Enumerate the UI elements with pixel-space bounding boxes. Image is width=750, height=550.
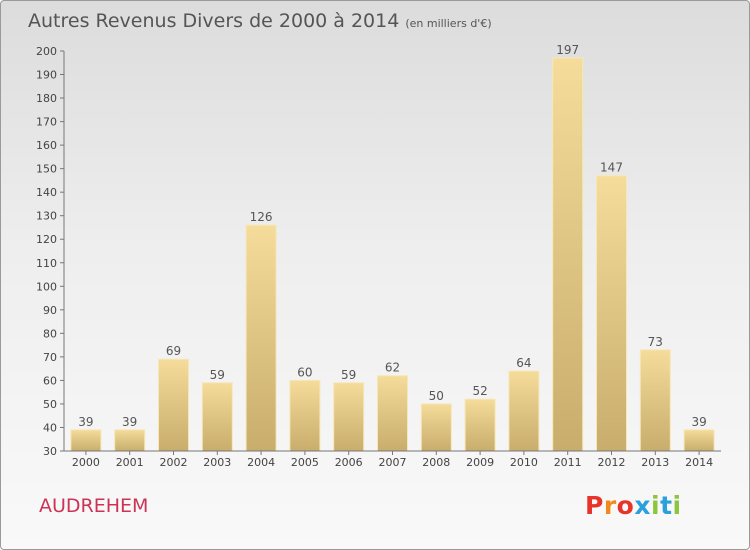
x-tick-2006: 2006 <box>335 456 363 469</box>
chart-title-block: Autres Revenus Divers de 2000 à 2014 (en … <box>28 10 492 32</box>
data-label-2010: 64 <box>516 356 531 370</box>
proxiti-logo: Proxiti <box>585 491 682 520</box>
logo-letter: x <box>634 491 651 520</box>
data-label-2006: 59 <box>341 368 356 382</box>
data-label-2009: 52 <box>472 384 487 398</box>
bar-2007 <box>377 375 408 452</box>
y-tick-90: 90 <box>43 304 57 317</box>
logo-letter: t <box>660 491 673 520</box>
bar-2005 <box>289 379 321 452</box>
data-label-2002: 69 <box>166 344 181 358</box>
bar-2014 <box>683 429 715 452</box>
y-tick-120: 120 <box>36 233 57 246</box>
x-tick-2010: 2010 <box>510 456 538 469</box>
data-label-2007: 62 <box>385 361 400 375</box>
x-tick-2004: 2004 <box>247 456 275 469</box>
data-label-2001: 39 <box>122 415 137 429</box>
logo-letter: r <box>603 491 617 520</box>
data-label-2011: 197 <box>556 43 579 57</box>
y-tick-140: 140 <box>36 186 57 199</box>
data-label-2008: 50 <box>429 389 444 403</box>
bar-2006 <box>333 382 365 452</box>
y-tick-40: 40 <box>43 421 57 434</box>
bar-2002 <box>158 358 189 452</box>
data-label-2013: 73 <box>648 335 663 349</box>
bar-2001 <box>114 429 146 452</box>
data-label-2003: 59 <box>210 368 225 382</box>
x-tick-2005: 2005 <box>291 456 319 469</box>
bar-2003 <box>201 382 233 452</box>
x-tick-2003: 2003 <box>203 456 231 469</box>
x-tick-2011: 2011 <box>554 456 582 469</box>
bar-2013 <box>639 349 671 452</box>
y-tick-160: 160 <box>36 139 57 152</box>
y-tick-170: 170 <box>36 116 57 129</box>
data-label-2014: 39 <box>691 415 706 429</box>
axes-group: 2000 2001 2002 2003 2004 2005 2006 2007 2008 2009… <box>36 45 721 469</box>
data-label-2004: 126 <box>250 210 273 224</box>
y-tick-190: 190 <box>36 69 57 82</box>
chart-title: Autres Revenus Divers de 2000 à 2014 <box>28 10 400 32</box>
y-tick-110: 110 <box>36 257 57 270</box>
x-tick-2001: 2001 <box>116 456 144 469</box>
x-tick-2002: 2002 <box>160 456 188 469</box>
logo-letter: i <box>651 491 661 520</box>
x-tick-2013: 2013 <box>641 456 669 469</box>
y-tick-130: 130 <box>36 210 57 223</box>
logo-letter: o <box>616 491 635 520</box>
bar-2010 <box>508 370 540 452</box>
logo-letter: i <box>672 491 682 520</box>
bar-2008 <box>420 403 452 452</box>
x-tick-2009: 2009 <box>466 456 494 469</box>
x-tick-2014: 2014 <box>685 456 713 469</box>
y-tick-100: 100 <box>36 280 57 293</box>
y-tick-180: 180 <box>36 92 57 105</box>
x-tick-2007: 2007 <box>379 456 407 469</box>
y-tick-150: 150 <box>36 163 57 176</box>
y-tick-200: 200 <box>36 45 57 58</box>
x-tick-2008: 2008 <box>422 456 450 469</box>
y-tick-80: 80 <box>43 327 57 340</box>
y-tick-50: 50 <box>43 398 57 411</box>
y-tick-60: 60 <box>43 374 57 387</box>
bar-2012 <box>596 175 627 452</box>
y-tick-70: 70 <box>43 351 57 364</box>
place-name: AUDREHEM <box>39 495 149 517</box>
bar-2004 <box>245 224 277 452</box>
bars-group: 39 39 69 59 126 60 59 62 50 52 64 197 147 73 39 <box>70 43 715 452</box>
data-label-2005: 60 <box>297 365 312 379</box>
data-label-2012: 147 <box>600 161 623 175</box>
bar-2009 <box>464 398 496 452</box>
data-label-2000: 39 <box>78 415 93 429</box>
x-tick-2012: 2012 <box>598 456 626 469</box>
y-tick-30: 30 <box>43 445 57 458</box>
x-tick-2000: 2000 <box>72 456 100 469</box>
chart-unit: (en milliers d'€) <box>405 17 492 30</box>
logo-letter: P <box>585 491 604 520</box>
bar-2011 <box>552 57 584 452</box>
bar-2000 <box>70 429 102 452</box>
